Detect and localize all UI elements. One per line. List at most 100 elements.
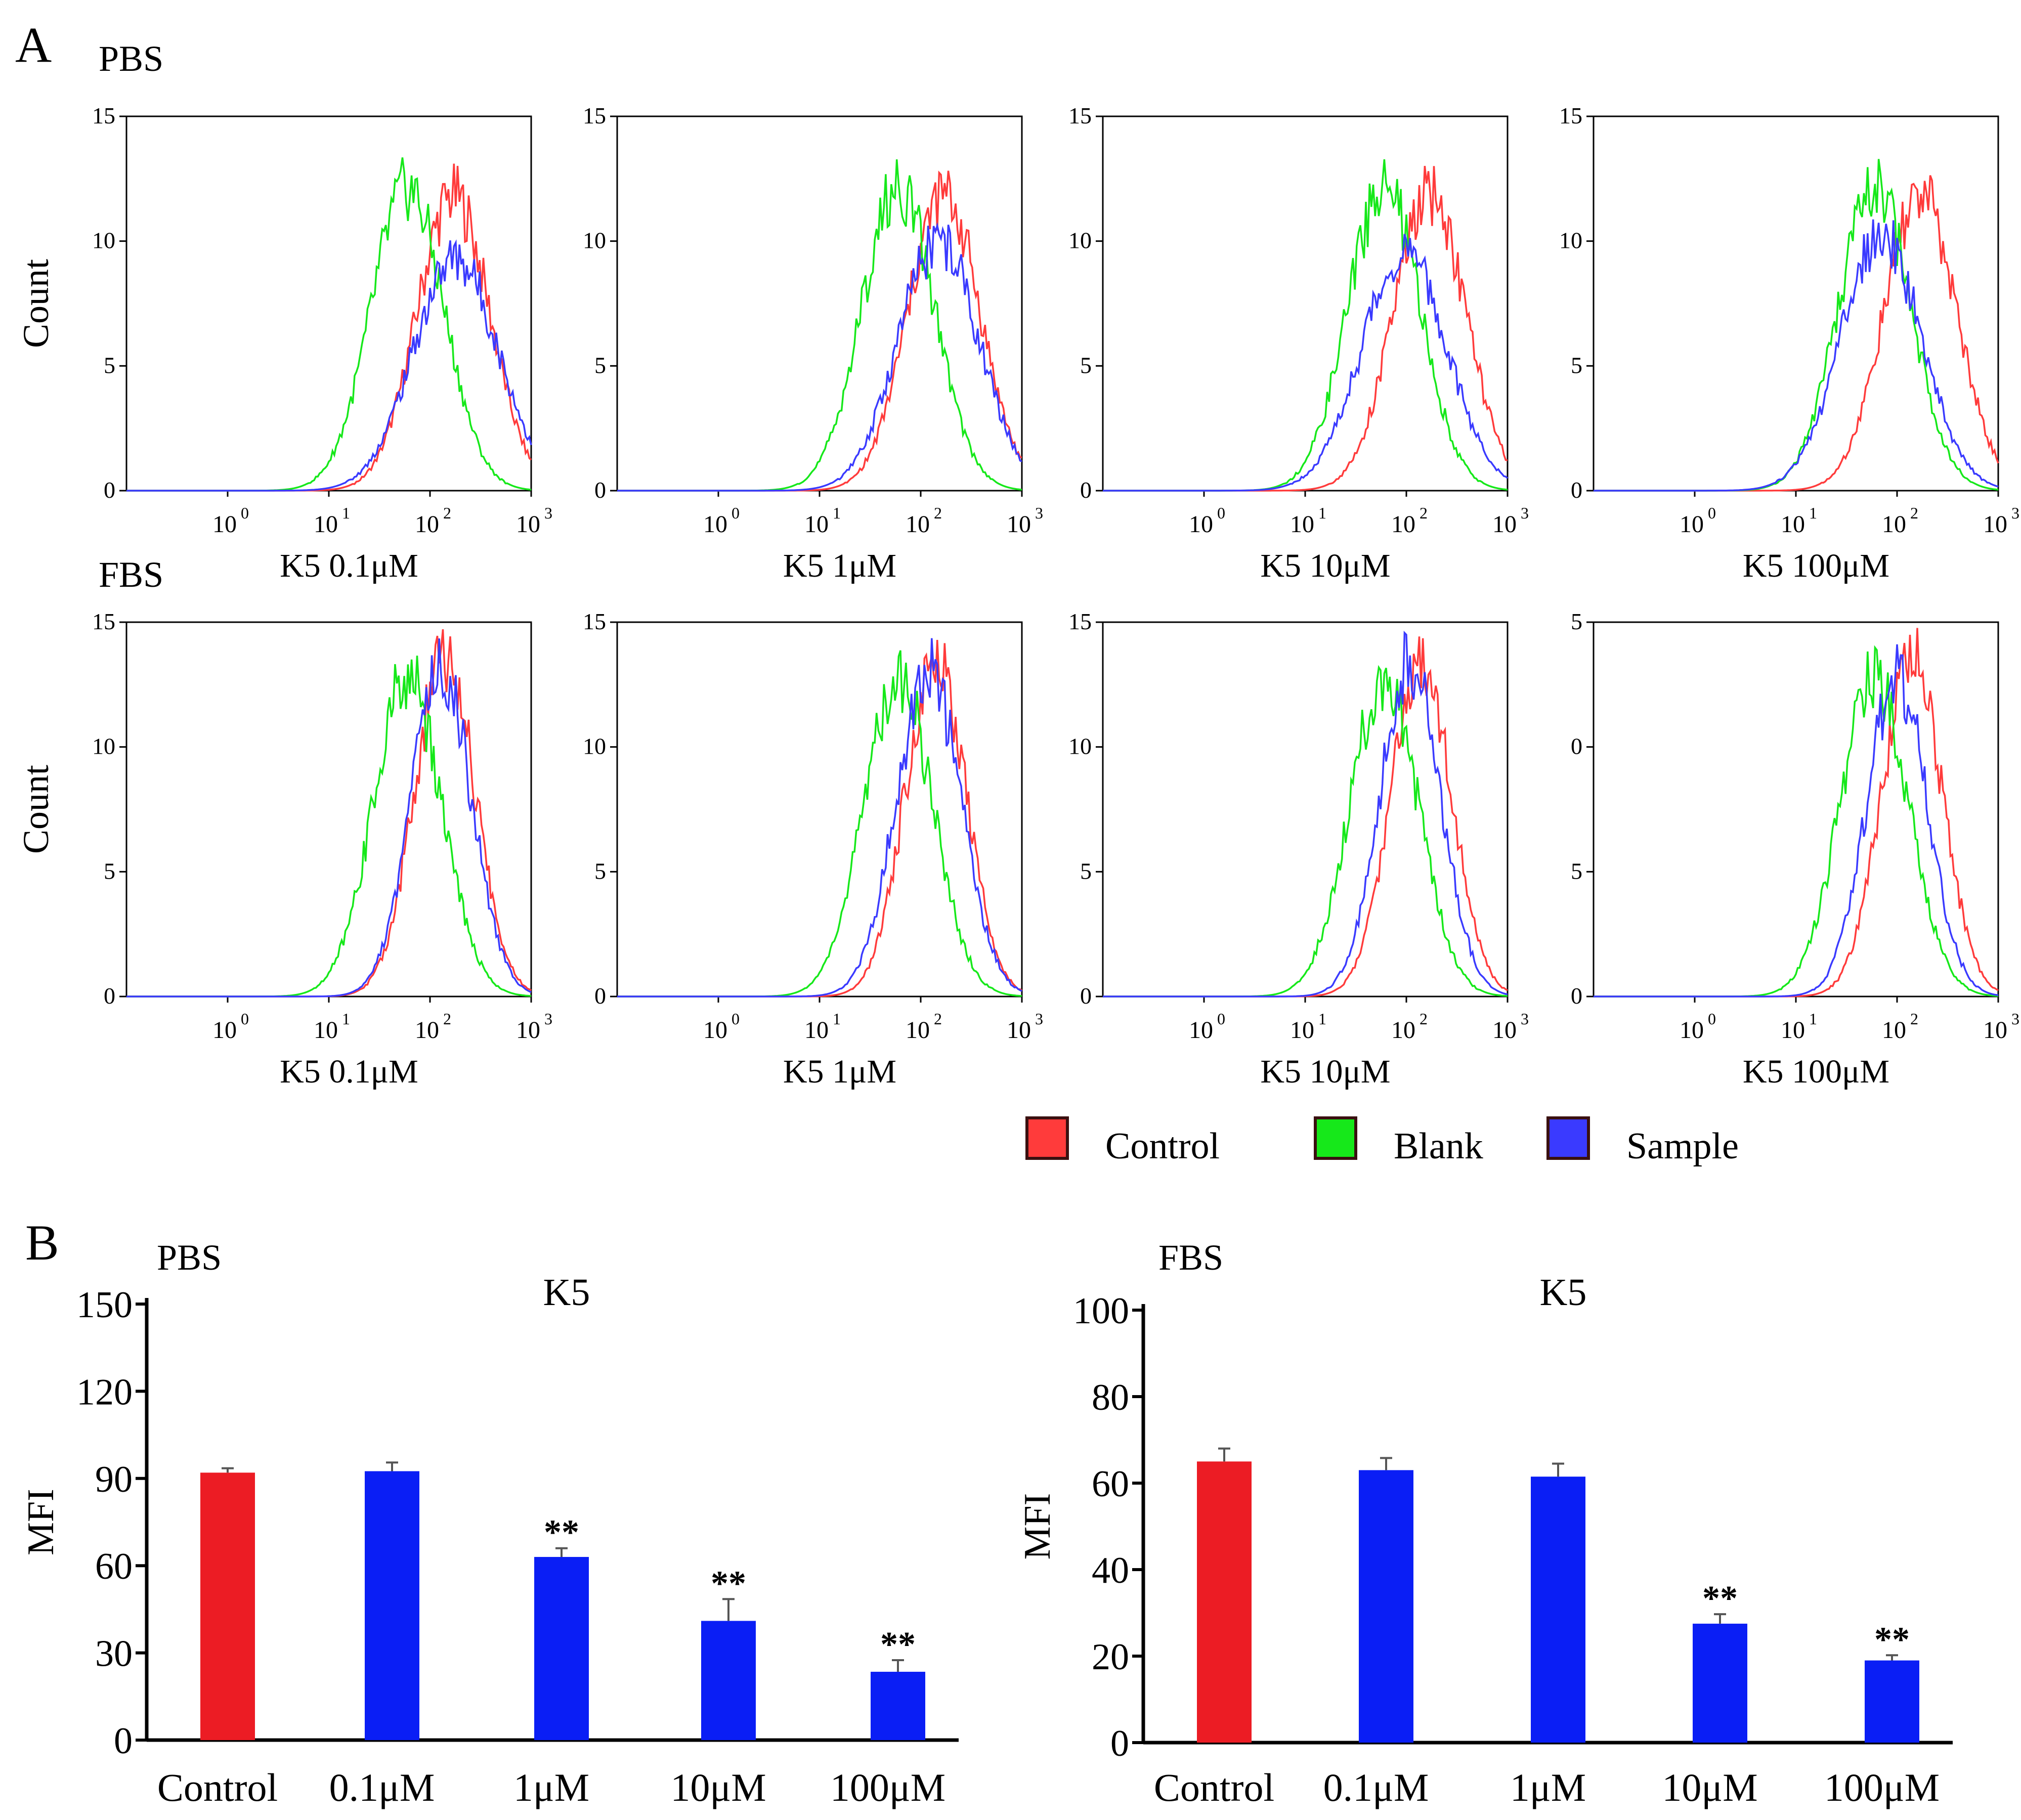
x-tick-label: 10: [906, 1017, 930, 1044]
bar: [200, 1472, 255, 1740]
y-tick-label: 0: [594, 983, 606, 1009]
legend-swatch: [1546, 1116, 1590, 1160]
x-tick-exponent: 0: [241, 1010, 249, 1028]
bar-group-1-m: ** 1μM: [513, 1513, 589, 1809]
x-axis-title: K5 1μM: [783, 547, 896, 584]
bar: [365, 1471, 419, 1740]
y-tick-label: 90: [95, 1459, 133, 1500]
y-tick-label: 15: [1559, 103, 1582, 128]
y-tick-label: 5: [104, 858, 115, 884]
x-tick-exponent: 1: [1809, 504, 1817, 522]
y-tick-label: 10: [92, 733, 115, 759]
bar-group-0-1-m: 0.1μM: [329, 1461, 435, 1809]
x-tick-label: 10: [1983, 511, 2007, 538]
x-tick-exponent: 3: [544, 1010, 552, 1028]
histogram-curve-control: [1103, 165, 1508, 492]
y-tick-label: 30: [95, 1633, 133, 1675]
y-tick-label: 80: [1092, 1377, 1129, 1418]
y-tick-label: 0: [594, 477, 606, 503]
y-tick-label: 15: [1068, 103, 1092, 128]
y-tick-label: 10: [1068, 733, 1092, 759]
bar: [534, 1556, 589, 1740]
bar: [1865, 1660, 1919, 1743]
y-tick-label: 5: [1080, 858, 1092, 884]
x-tick-label: 10: [1391, 511, 1415, 538]
x-tick-exponent: 2: [443, 504, 451, 522]
x-category-label: Control: [157, 1765, 278, 1809]
x-tick-exponent: 3: [2011, 1010, 2019, 1028]
x-tick-label: 10: [1290, 1017, 1314, 1044]
x-tick-exponent: 2: [1420, 504, 1428, 522]
x-tick-label: 10: [703, 1017, 727, 1044]
y-axis-title: MFI: [20, 1489, 62, 1555]
histogram-curve-control: [617, 170, 1022, 492]
x-tick-label: 10: [212, 511, 237, 538]
bar-chart-group-label: FBS: [1158, 1237, 1223, 1278]
plot-frame: [1593, 621, 1999, 998]
histogram-curve-sample: [617, 222, 1022, 492]
x-category-label: Control: [1154, 1765, 1274, 1809]
x-tick-label: 10: [703, 511, 727, 538]
y-axis-title: MFI: [1017, 1493, 1058, 1560]
y-tick-label: 5: [104, 352, 115, 378]
histogram-legend: Control Blank Sample: [1025, 1116, 1739, 1167]
x-tick-exponent: 0: [1708, 1010, 1716, 1028]
histogram-curve-sample: [1594, 219, 1999, 492]
y-tick-label: 60: [95, 1546, 133, 1587]
y-tick-label: 5: [594, 352, 606, 378]
histogram-curve-sample: [126, 638, 532, 998]
y-tick-label: 0: [1080, 477, 1092, 503]
x-tick-label: 10: [516, 1017, 540, 1044]
histogram-curve-control: [126, 163, 532, 492]
x-tick-exponent: 1: [1318, 504, 1326, 522]
x-tick-exponent: 3: [1035, 504, 1043, 522]
bar-chart-title: K5: [1540, 1271, 1587, 1314]
row-label-pbs: PBS: [99, 38, 163, 79]
bar: [871, 1671, 925, 1740]
x-category-label: 0.1μM: [329, 1765, 435, 1809]
plot-frame: [616, 115, 1023, 492]
x-tick-exponent: 0: [1217, 504, 1225, 522]
x-tick-exponent: 1: [342, 504, 350, 522]
x-tick-label: 10: [1007, 1017, 1031, 1044]
x-tick-exponent: 2: [934, 1010, 942, 1028]
bar: [1531, 1477, 1585, 1743]
x-tick-label: 10: [1492, 1017, 1517, 1044]
legend-label: Blank: [1394, 1125, 1483, 1167]
x-tick-label: 10: [1007, 511, 1031, 538]
x-axis-title: K5 100μM: [1743, 547, 1889, 584]
bar: [1693, 1623, 1747, 1743]
bar: [701, 1621, 756, 1740]
y-tick-label: 5: [1080, 352, 1092, 378]
y-tick-label: 15: [92, 609, 115, 634]
y-tick-label: 0: [1571, 983, 1582, 1009]
x-tick-label: 10: [1781, 1017, 1805, 1044]
x-tick-exponent: 0: [1708, 504, 1716, 522]
y-tick-label: 0: [114, 1720, 133, 1762]
histogram-curve-blank: [617, 159, 1022, 492]
x-tick-exponent: 0: [732, 504, 740, 522]
y-tick-label: 5: [1571, 858, 1582, 884]
x-category-label: 1μM: [1510, 1765, 1586, 1809]
significance-marker: **: [544, 1513, 579, 1552]
legend-swatch: [1314, 1116, 1357, 1160]
y-tick-label: 5: [594, 858, 606, 884]
y-tick-label: 150: [76, 1284, 133, 1326]
y-tick-label: 15: [92, 103, 115, 128]
x-tick-label: 10: [415, 1017, 439, 1044]
x-tick-exponent: 1: [1809, 1010, 1817, 1028]
bar-group-1-m: 1μM: [1510, 1462, 1586, 1809]
histogram-curve-blank: [1103, 159, 1508, 492]
histogram-curve-control: [1594, 628, 1999, 998]
x-tick-label: 10: [516, 511, 540, 538]
x-tick-exponent: 3: [544, 504, 552, 522]
bar-chart-fbs: FBS K5 0 20 40 60 80 100 MFI Control 0.1μM 1μM ** 10μ…: [1017, 1237, 1953, 1809]
x-axis-title: K5 0.1μM: [280, 547, 418, 584]
y-tick-label: 0: [1080, 983, 1092, 1009]
histogram-curve-sample: [1594, 644, 1999, 998]
